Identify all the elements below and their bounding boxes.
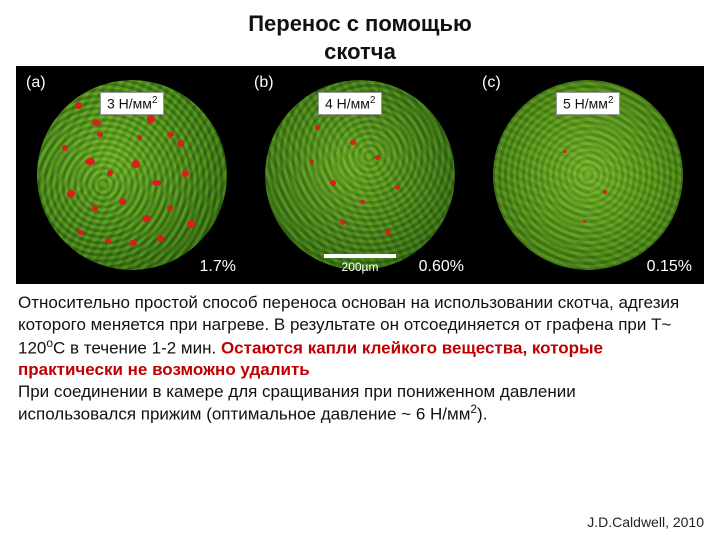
residue-speck [330, 180, 336, 186]
residue-speck [152, 180, 161, 186]
residue-speck [85, 158, 95, 165]
residue-speck [92, 120, 101, 126]
residue-speck [603, 190, 607, 194]
residue-speck [157, 235, 164, 242]
residue-speck [177, 140, 184, 147]
pressure-tag: 3 Н/мм2 [100, 92, 164, 115]
residue-speck [142, 215, 151, 222]
residue-speck [583, 220, 586, 223]
residual-percent: 1.7% [200, 258, 236, 276]
residue-speck [385, 230, 391, 235]
residue-speck [62, 145, 68, 151]
pressure-tag: 4 Н/мм2 [318, 92, 382, 115]
residue-speck [340, 220, 345, 225]
residue-speck [129, 240, 137, 246]
residue-speck [360, 200, 365, 204]
residue-speck [167, 132, 174, 137]
title-line-1: Перенос с помощью [248, 11, 472, 36]
residue-speck [395, 185, 400, 190]
residue-speck [182, 170, 189, 177]
residual-percent: 0.60% [419, 258, 464, 276]
residue-speck [310, 160, 314, 164]
title-line-2: скотча [324, 39, 396, 64]
panel-label: (b) [254, 74, 274, 92]
body-p1-sup: о [46, 336, 53, 350]
panel-label: (a) [26, 74, 46, 92]
residue-speck [97, 132, 103, 137]
body-p2-a: При соединении в камере для сращивания п… [18, 382, 576, 424]
body-p2-b: ). [477, 405, 487, 424]
residue-speck [107, 170, 113, 176]
residue-speck [77, 230, 84, 235]
residue-speck [563, 150, 567, 153]
slide-title: Перенос с помощью скотча [0, 10, 720, 65]
residue-speck [132, 160, 140, 168]
body-text: Относительно простой способ переноса осн… [18, 292, 698, 426]
residue-speck [92, 205, 98, 211]
residue-speck [75, 102, 82, 109]
residue-speck [315, 125, 320, 130]
residue-speck [119, 198, 126, 205]
residual-percent: 0.15% [647, 258, 692, 276]
residue-speck [105, 238, 111, 244]
slide-root: Перенос с помощью скотча (a)3 Н/мм21.7%(… [0, 0, 720, 540]
figure-panel-a: (a) 3 Н/мм2 1.7% [20, 70, 244, 280]
pressure-tag: 5 Н/мм2 [556, 92, 620, 115]
residue-speck [167, 205, 173, 211]
residue-speck [67, 190, 75, 198]
figure-row: (a)3 Н/мм21.7%(b)4 Н/мм20.60%200µm(c)5 Н… [16, 66, 704, 284]
residue-speck [187, 220, 195, 228]
residue-speck [137, 135, 142, 140]
figure-panel-b: (b)4 Н/мм20.60%200µm [248, 70, 472, 280]
body-p1-b: С в течение 1-2 мин. [53, 338, 221, 357]
residue-speck [375, 155, 380, 160]
residue-speck [350, 140, 356, 145]
panel-label: (c) [482, 74, 501, 92]
residue-speck [147, 115, 155, 123]
citation: J.D.Caldwell, 2010 [587, 514, 704, 530]
figure-panel-c: (c) 5 Н/мм2 0.15% [476, 70, 700, 280]
